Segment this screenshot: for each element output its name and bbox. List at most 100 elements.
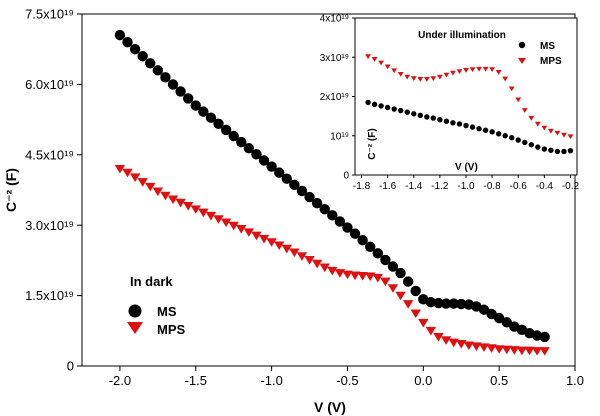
inset-mps-point bbox=[554, 130, 561, 136]
main-mps-point bbox=[190, 205, 201, 214]
main-ms-point bbox=[274, 167, 285, 178]
inset-x-tick-label: -0.4 bbox=[536, 181, 554, 192]
inset-ms-point bbox=[509, 135, 515, 141]
inset-x-tick-label: -1.8 bbox=[353, 181, 371, 192]
inset-ms-point bbox=[378, 103, 384, 109]
inset-x-tick-label: -1.2 bbox=[431, 181, 449, 192]
main-x-axis: -2.0 -1.5 -1.0 -0.5 0.0 0.5 1.0 bbox=[109, 366, 584, 388]
inset-y-tick-label: 2x10¹⁹ bbox=[320, 92, 349, 103]
main-x-tick-label: -0.5 bbox=[336, 373, 358, 388]
inset-ms-point bbox=[489, 129, 495, 135]
main-mps-point bbox=[486, 344, 497, 353]
main-x-tick-label: -2.0 bbox=[109, 373, 131, 388]
main-ms-point bbox=[319, 204, 330, 215]
main-mps-point bbox=[289, 248, 300, 258]
main-mps-point bbox=[296, 252, 308, 261]
main-mps-point bbox=[456, 340, 467, 349]
inset-y-tick-label: 0 bbox=[343, 171, 349, 182]
inset-x-tick-label: -1.6 bbox=[379, 181, 397, 192]
inset-ms-point bbox=[417, 112, 423, 119]
main-mps-point bbox=[357, 271, 368, 281]
main-mps-point bbox=[471, 342, 482, 351]
main-mps-point bbox=[402, 300, 414, 309]
main-y-axis: 0 1.5x10¹⁹ 3.0x10¹⁹ 4.5x10¹⁹ 6.0x10¹⁹ 7.5x10¹… bbox=[25, 7, 82, 374]
inset-mps-point bbox=[430, 76, 437, 82]
inset-mps-point bbox=[384, 64, 391, 70]
inset-ms-point bbox=[469, 124, 476, 130]
main-mps-point bbox=[228, 221, 239, 231]
main-y-tick-label: 6.0x10¹⁹ bbox=[25, 77, 74, 92]
main-mps-point bbox=[198, 208, 209, 218]
inset-ms-point bbox=[535, 144, 541, 150]
main-mps-point bbox=[334, 269, 346, 278]
inset-ms-point bbox=[515, 137, 521, 143]
main-legend-mps-marker bbox=[127, 322, 143, 334]
main-mps-point bbox=[236, 225, 247, 234]
inset-mps-point bbox=[502, 76, 509, 82]
inset-mps-point bbox=[489, 67, 496, 73]
inset-x-tick-label: -1.0 bbox=[457, 181, 475, 192]
main-legend-ms-marker bbox=[128, 304, 142, 318]
main-mps-point bbox=[524, 346, 535, 356]
inset-ms-point bbox=[495, 131, 502, 137]
inset-y-tick-label: 4x10¹⁹ bbox=[320, 14, 349, 25]
main-y-tick-label: 7.5x10¹⁹ bbox=[25, 7, 74, 22]
inset-x-tick-label: -1.4 bbox=[405, 181, 423, 192]
main-mps-point bbox=[372, 273, 383, 283]
main-ms-point bbox=[251, 149, 262, 160]
main-mps-point bbox=[365, 272, 376, 282]
inset-mps-point bbox=[534, 121, 541, 127]
main-ms-point bbox=[357, 235, 368, 246]
inset-mps-point bbox=[469, 67, 476, 73]
inset-plot-frame bbox=[354, 17, 578, 176]
main-ms-point bbox=[289, 179, 300, 191]
inset-legend: MS MPS bbox=[518, 41, 562, 67]
main-ms-point bbox=[190, 100, 201, 111]
inset-mps-point bbox=[567, 134, 574, 140]
inset-y-axis-title: C⁻² (F) bbox=[367, 128, 378, 159]
inset-mps-point bbox=[423, 77, 430, 82]
main-y-axis-title: C⁻² (F) bbox=[3, 168, 19, 212]
inset-mps-point bbox=[365, 54, 371, 60]
main-x-tick-label: 1.0 bbox=[566, 373, 584, 388]
inset-x-axis: -1.8 -1.6 -1.4 -1.2 -1.0 -0.8 -0.6 -0.4 -0.2 bbox=[353, 175, 580, 192]
inset-mps-point bbox=[404, 74, 411, 80]
inset-legend-mps-marker bbox=[518, 58, 526, 64]
inset-ms-point bbox=[522, 139, 528, 146]
main-ms-point bbox=[311, 197, 323, 209]
main-mps-point bbox=[440, 336, 452, 345]
main-mps-point bbox=[182, 202, 194, 211]
main-mps-point bbox=[493, 345, 505, 354]
main-mps-point bbox=[410, 309, 421, 319]
inset-x-tick-label: -0.2 bbox=[562, 181, 580, 192]
main-ms-point bbox=[395, 267, 406, 279]
inset-mps-point bbox=[482, 66, 489, 72]
main-ms-point bbox=[349, 228, 361, 239]
main-mps-point bbox=[327, 266, 338, 276]
main-mps-point bbox=[243, 228, 255, 237]
main-data-marks bbox=[114, 29, 550, 356]
main-mps-point bbox=[418, 318, 429, 328]
main-ms-point bbox=[152, 65, 164, 76]
main-mps-point bbox=[258, 234, 270, 244]
main-ms-point bbox=[220, 124, 232, 136]
main-y-tick-label: 3.0x10¹⁹ bbox=[25, 218, 74, 233]
main-ms-point bbox=[410, 285, 421, 297]
inset-ms-point bbox=[443, 118, 450, 124]
inset-ms-point bbox=[456, 121, 463, 127]
main-mps-point bbox=[311, 259, 323, 269]
main-ms-point bbox=[304, 191, 315, 203]
main-mps-point bbox=[167, 195, 179, 205]
main-mps-point bbox=[129, 173, 141, 183]
inset-mps-point bbox=[561, 132, 567, 138]
main-mps-point bbox=[433, 333, 444, 342]
main-plot-frame bbox=[81, 13, 576, 367]
inset-mps-point bbox=[476, 66, 482, 72]
main-ms-point bbox=[493, 312, 505, 324]
main-y-tick-label: 0 bbox=[67, 359, 74, 374]
main-legend-mps-label: MPS bbox=[157, 322, 186, 337]
main-ms-point bbox=[182, 93, 194, 104]
main-mps-point bbox=[220, 218, 232, 228]
inset-mps-point bbox=[463, 68, 469, 73]
inset-y-tick-label: 10¹⁹ bbox=[330, 131, 349, 142]
